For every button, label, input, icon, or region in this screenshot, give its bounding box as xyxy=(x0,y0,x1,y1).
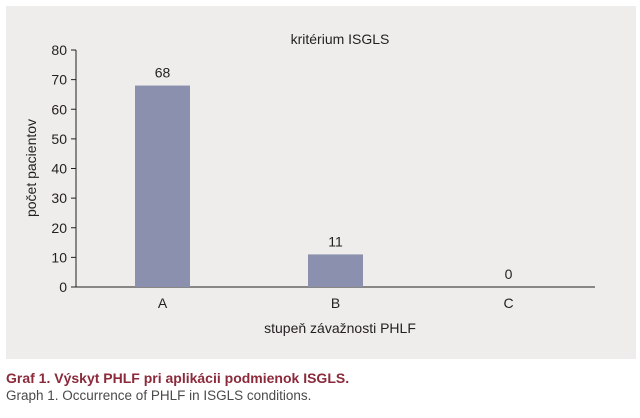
x-axis-ticks: A B C xyxy=(158,295,514,311)
y-axis-label: počet pacientov xyxy=(23,119,39,217)
caption-main: Graf 1. Výskyt PHLF pri aplikácii podmie… xyxy=(6,370,350,386)
x-tick-label: B xyxy=(331,295,340,311)
x-axis-label: stupeň závažnosti PHLF xyxy=(264,320,416,336)
y-tick-label: 50 xyxy=(51,131,67,147)
x-tick-label: C xyxy=(503,295,513,311)
y-tick-label: 30 xyxy=(51,190,67,206)
figure-caption: Graf 1. Výskyt PHLF pri aplikácii podmie… xyxy=(6,369,636,405)
data-label-c: 0 xyxy=(505,266,513,282)
data-label-b: 11 xyxy=(328,233,343,249)
y-tick-label: 40 xyxy=(51,161,67,177)
caption-sub: Graph 1. Occurrence of PHLF in ISGLS con… xyxy=(6,388,312,403)
bar-b xyxy=(308,254,363,287)
y-axis-ticks: 0 10 20 30 40 50 60 70 80 xyxy=(51,42,76,295)
chart-title: kritérium ISGLS xyxy=(291,31,390,47)
x-tick-label: A xyxy=(158,295,168,311)
y-tick-label: 0 xyxy=(59,279,67,295)
y-tick-label: 70 xyxy=(51,72,67,88)
bars-group: 68 11 0 xyxy=(135,65,513,287)
y-tick-label: 60 xyxy=(51,101,67,117)
bar-chart: kritérium ISGLS počet pacientov stupeň z… xyxy=(23,31,595,336)
y-tick-label: 80 xyxy=(51,42,67,58)
bar-a xyxy=(135,85,190,287)
y-tick-label: 20 xyxy=(51,220,67,236)
y-tick-label: 10 xyxy=(51,249,67,265)
chart-panel: kritérium ISGLS počet pacientov stupeň z… xyxy=(6,6,636,359)
data-label-a: 68 xyxy=(155,65,171,81)
